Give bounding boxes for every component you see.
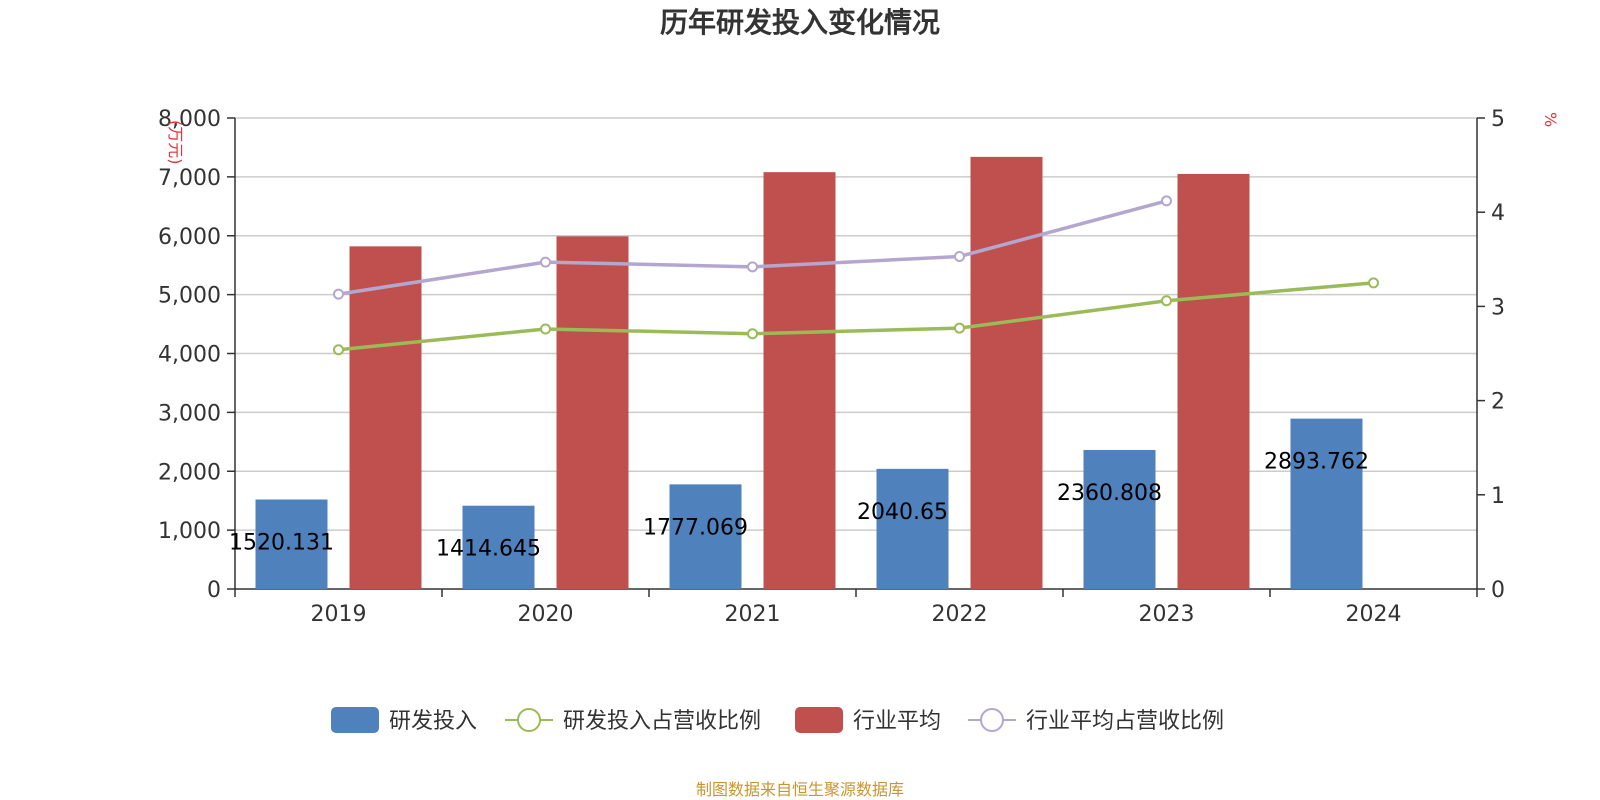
- legend-swatch: [795, 707, 843, 733]
- line-point: [333, 344, 344, 356]
- legend: 研发投入 研发投入占营收比例 行业平均 行业平均占营收比例: [331, 707, 1224, 734]
- line-point: [1368, 277, 1379, 289]
- bar-data-label: 1520.131: [229, 531, 334, 556]
- data-labels: 1520.131 1414.645 1777.069 2040.65 2360.808 2…: [229, 450, 1369, 562]
- line-point: [1161, 195, 1172, 207]
- y-left-tick-label: 3,000: [158, 401, 221, 426]
- legend-swatch: [331, 707, 379, 733]
- bar: [1083, 450, 1156, 589]
- y-left-tick-label: 0: [207, 578, 221, 603]
- bar: [1177, 173, 1250, 589]
- bar-data-label: 2040.65: [857, 500, 948, 525]
- x-tick-label: 2019: [311, 602, 367, 627]
- line-point: [1161, 295, 1172, 307]
- legend-label: 行业平均占营收比例: [1026, 709, 1224, 734]
- x-tick-label: 2021: [725, 602, 781, 627]
- line-point: [540, 323, 551, 335]
- legend-label: 研发投入: [389, 709, 477, 734]
- bar: [1290, 418, 1363, 589]
- line-point: [333, 288, 344, 300]
- bar-data-label: 2893.762: [1264, 450, 1369, 475]
- legend-swatch-marker: [517, 708, 541, 732]
- bar: [255, 499, 328, 589]
- legend-label: 研发投入占营收比例: [563, 709, 761, 734]
- line-point: [540, 256, 551, 268]
- y-right-tick-label: 4: [1491, 201, 1505, 226]
- line-point: [747, 328, 758, 340]
- y-left-tick-label: 8,000: [158, 107, 221, 132]
- y-left-tick-label: 2,000: [158, 460, 221, 485]
- y-right-tick-label: 2: [1491, 390, 1505, 415]
- bar: [669, 484, 742, 589]
- y-left-unit: (万元): [166, 120, 185, 165]
- series-line: [338, 281, 1374, 352]
- grid-lines: [235, 117, 1477, 531]
- y-left-tick-label: 4,000: [158, 343, 221, 368]
- y-right-tick-label: 3: [1491, 295, 1505, 320]
- bar: [462, 505, 535, 589]
- x-tick-label: 2020: [518, 602, 574, 627]
- legend-swatch-marker: [980, 708, 1004, 732]
- line-point: [954, 322, 965, 334]
- bar: [876, 468, 949, 589]
- bar: [970, 156, 1043, 590]
- lines: [333, 195, 1379, 356]
- x-tick-label: 2023: [1139, 602, 1195, 627]
- axes: 0 1,000 2,000 3,000 4,000 5,000 6,000 7,000 8,00…: [158, 107, 1560, 627]
- x-tick-label: 2022: [932, 602, 988, 627]
- y-left-tick-label: 7,000: [158, 166, 221, 191]
- y-right-tick-label: 0: [1491, 578, 1505, 603]
- bars: [255, 156, 1363, 590]
- bar-data-label: 2360.808: [1057, 481, 1162, 506]
- y-right-tick-label: 5: [1491, 107, 1505, 132]
- y-left-tick-label: 6,000: [158, 225, 221, 250]
- y-left-tick-label: 1,000: [158, 519, 221, 544]
- bar: [763, 172, 836, 590]
- line-point: [954, 250, 965, 262]
- bar: [556, 236, 629, 589]
- bar-data-label: 1414.645: [436, 537, 541, 562]
- x-tick-label: 2024: [1346, 602, 1402, 627]
- line-point: [747, 261, 758, 273]
- bar-data-label: 1777.069: [643, 515, 748, 540]
- legend-label: 行业平均: [853, 709, 941, 734]
- y-right-tick-label: 1: [1491, 484, 1505, 509]
- chart-title: 历年研发投入变化情况: [660, 6, 940, 39]
- bar: [349, 246, 422, 589]
- y-right-unit: %: [1541, 112, 1560, 127]
- y-left-tick-label: 5,000: [158, 284, 221, 309]
- source-note: 制图数据来自恒生聚源数据库: [696, 780, 904, 799]
